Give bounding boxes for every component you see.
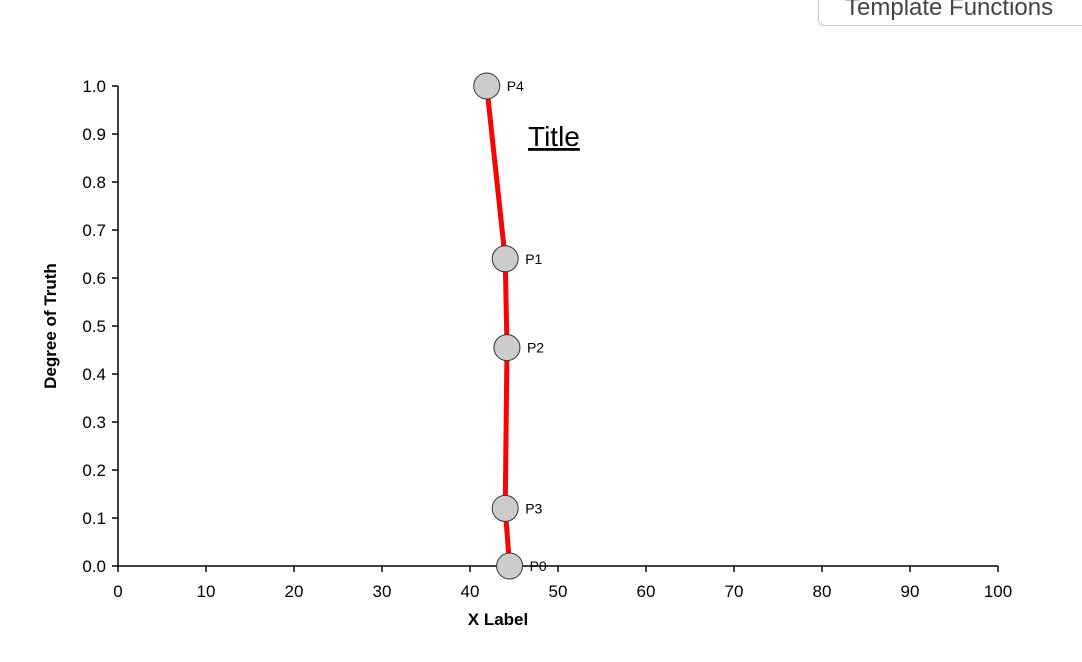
point-label-p3: P3 (525, 500, 542, 516)
y-tick-label: 0.7 (82, 221, 106, 240)
x-axis-label: X Label (468, 610, 528, 629)
x-axis: 0 10 20 30 40 50 60 70 80 90 100 (113, 565, 1012, 601)
point-label-p2: P2 (527, 340, 544, 356)
series-line-group (484, 83, 513, 569)
x-tick-label: 100 (984, 582, 1012, 601)
y-tick-label: 0.2 (82, 461, 106, 480)
data-point-p1[interactable] (491, 245, 519, 273)
data-point-p3[interactable] (491, 494, 519, 522)
y-tick-label: 1.0 (82, 77, 106, 96)
y-tick-label: 0.5 (82, 317, 106, 336)
point-label-p0: P0 (530, 558, 547, 574)
data-point-p0[interactable] (496, 552, 524, 580)
x-tick-label: 60 (637, 582, 656, 601)
x-tick-label: 10 (197, 582, 216, 601)
x-tick-label: 80 (813, 582, 832, 601)
y-axis-label: Degree of Truth (41, 263, 60, 389)
y-tick-label: 0.0 (82, 557, 106, 576)
x-tick-label: 20 (285, 582, 304, 601)
point-label-p1: P1 (525, 251, 542, 267)
series-line (484, 83, 513, 569)
y-tick-label: 0.9 (82, 125, 106, 144)
x-tick-label: 40 (461, 582, 480, 601)
y-tick-label: 0.8 (82, 173, 106, 192)
x-tick-label: 50 (549, 582, 568, 601)
y-axis: 0.0 0.1 0.2 0.3 0.4 0.5 0.6 0.7 0.8 0.9 1.0 (82, 77, 119, 576)
x-tick-label: 30 (373, 582, 392, 601)
point-label-p4: P4 (507, 78, 524, 94)
y-tick-label: 0.4 (82, 365, 106, 384)
chart-title: Title (528, 121, 580, 152)
y-tick-label: 0.3 (82, 413, 106, 432)
y-tick-label: 0.1 (82, 509, 106, 528)
data-point-p2[interactable] (493, 334, 521, 362)
x-tick-label: 70 (725, 582, 744, 601)
data-points-group: P4 P1 P2 P3 P0 (473, 72, 547, 580)
x-tick-label: 0 (113, 582, 122, 601)
x-tick-label: 90 (901, 582, 920, 601)
template-functions-button[interactable]: Template Functions (818, 0, 1082, 26)
data-point-p4[interactable] (473, 72, 501, 100)
y-tick-label: 0.6 (82, 269, 106, 288)
